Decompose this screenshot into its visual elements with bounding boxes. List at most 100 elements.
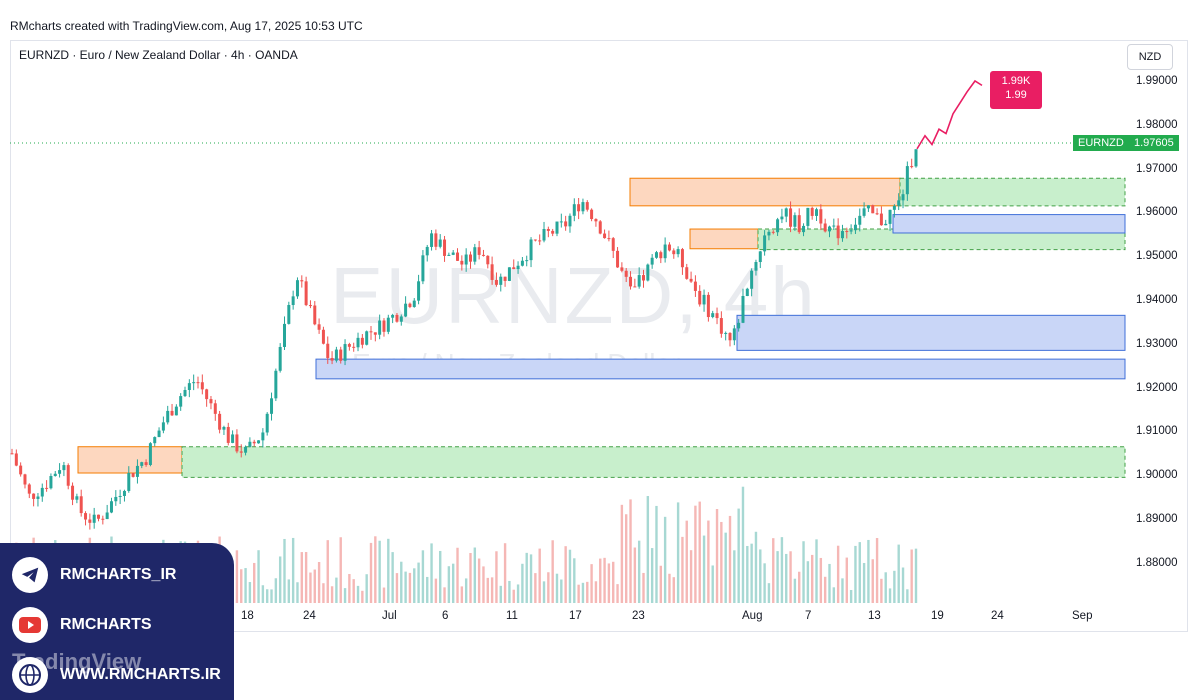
candle-body	[529, 239, 533, 261]
candle-body	[114, 496, 118, 502]
volume-bar	[893, 570, 896, 603]
volume-bar	[248, 582, 252, 603]
candle-body	[343, 344, 347, 361]
volume-bar	[400, 561, 403, 603]
candle-body	[849, 230, 853, 232]
volume-bar	[633, 547, 637, 603]
youtube-row[interactable]: RMCHARTS	[12, 607, 152, 643]
candle-body	[862, 208, 866, 216]
candle-body	[689, 278, 693, 282]
volume-bar	[676, 502, 680, 603]
volume-bar	[668, 573, 671, 603]
candle-body	[572, 204, 576, 216]
candle-body	[715, 313, 719, 319]
volume-bar	[659, 565, 663, 603]
volume-bar	[599, 558, 602, 603]
blue-zone	[736, 314, 1126, 351]
candle-body	[827, 226, 831, 232]
symbol-title[interactable]: EURNZD · Euro / New Zealand Dollar · 4h …	[19, 48, 298, 62]
price-axis-label: 1.99000	[1136, 75, 1178, 87]
candle-body	[278, 346, 282, 371]
candle-body	[802, 225, 806, 233]
candle-body	[244, 446, 248, 453]
volume-bar	[503, 543, 507, 603]
volume-bar	[702, 535, 706, 603]
volume-bar	[408, 572, 412, 603]
candle-body	[806, 207, 810, 226]
youtube-icon	[12, 607, 48, 643]
candle-body	[754, 262, 758, 271]
volume-bar	[391, 552, 394, 603]
volume-bar	[849, 589, 853, 603]
candle-body	[391, 314, 395, 318]
candles-layer	[10, 149, 918, 530]
volume-bar	[469, 553, 472, 603]
volume-bar	[343, 588, 347, 603]
volume-bar	[819, 557, 823, 603]
candle-body	[161, 422, 165, 431]
volume-bar	[278, 556, 282, 603]
volume-bar	[257, 550, 260, 603]
candle-body	[910, 166, 914, 168]
volume-bar	[304, 552, 308, 603]
candle-body	[23, 474, 27, 485]
volume-bar	[525, 552, 528, 603]
candle-body	[92, 514, 96, 523]
candle-body	[287, 305, 291, 324]
supply-zone	[77, 446, 183, 474]
volume-bar	[590, 564, 593, 603]
candle-body	[395, 314, 399, 322]
chart-frame	[10, 40, 1188, 632]
volume-bar	[261, 585, 265, 603]
globe-icon	[12, 657, 48, 693]
candle-body	[10, 453, 14, 455]
volume-bar	[612, 561, 615, 603]
telegram-row[interactable]: RMCHARTS_IR	[12, 557, 176, 593]
candle-body	[412, 300, 416, 307]
candle-body	[840, 231, 844, 239]
volume-bar	[650, 548, 654, 603]
currency-button[interactable]: NZD	[1127, 44, 1173, 70]
zones-layer	[77, 177, 1126, 478]
candle-body	[14, 453, 18, 466]
candle-body	[49, 476, 53, 489]
candle-body	[702, 294, 706, 305]
candle-body	[200, 382, 204, 390]
volume-bar	[733, 550, 736, 603]
volume-bar	[300, 552, 303, 603]
candle-body	[620, 267, 624, 271]
candle-body	[546, 228, 550, 231]
candle-body	[866, 205, 870, 209]
candle-body	[892, 205, 896, 210]
volume-bar	[603, 557, 606, 603]
candle-body	[153, 437, 157, 444]
candle-body	[633, 286, 637, 288]
website-row[interactable]: WWW.RMCHARTS.IR	[12, 657, 221, 693]
time-axis-label: 18	[241, 610, 254, 622]
candle-body	[360, 337, 364, 345]
volume-bar	[568, 549, 572, 603]
demand-zone	[181, 446, 1126, 478]
volume-bar	[914, 548, 918, 603]
candle-body	[646, 264, 650, 281]
volume-bar	[538, 548, 541, 603]
candle-body	[270, 398, 274, 414]
volume-bar	[235, 550, 239, 603]
candle-body	[499, 276, 503, 285]
candle-body	[131, 473, 135, 477]
candle-body	[205, 389, 209, 400]
volume-bar	[672, 577, 675, 603]
candle-body	[326, 343, 330, 358]
price-axis-label: 1.93000	[1136, 337, 1178, 350]
candle-body	[40, 487, 44, 497]
candle-body	[654, 252, 658, 258]
candle-body	[369, 331, 373, 333]
candle-body	[503, 276, 507, 281]
volume-bar	[642, 572, 645, 603]
candle-body	[676, 249, 680, 255]
volume-bar	[382, 587, 386, 603]
candle-body	[75, 496, 79, 500]
demand-zone	[899, 177, 1126, 207]
candle-body	[334, 349, 338, 361]
